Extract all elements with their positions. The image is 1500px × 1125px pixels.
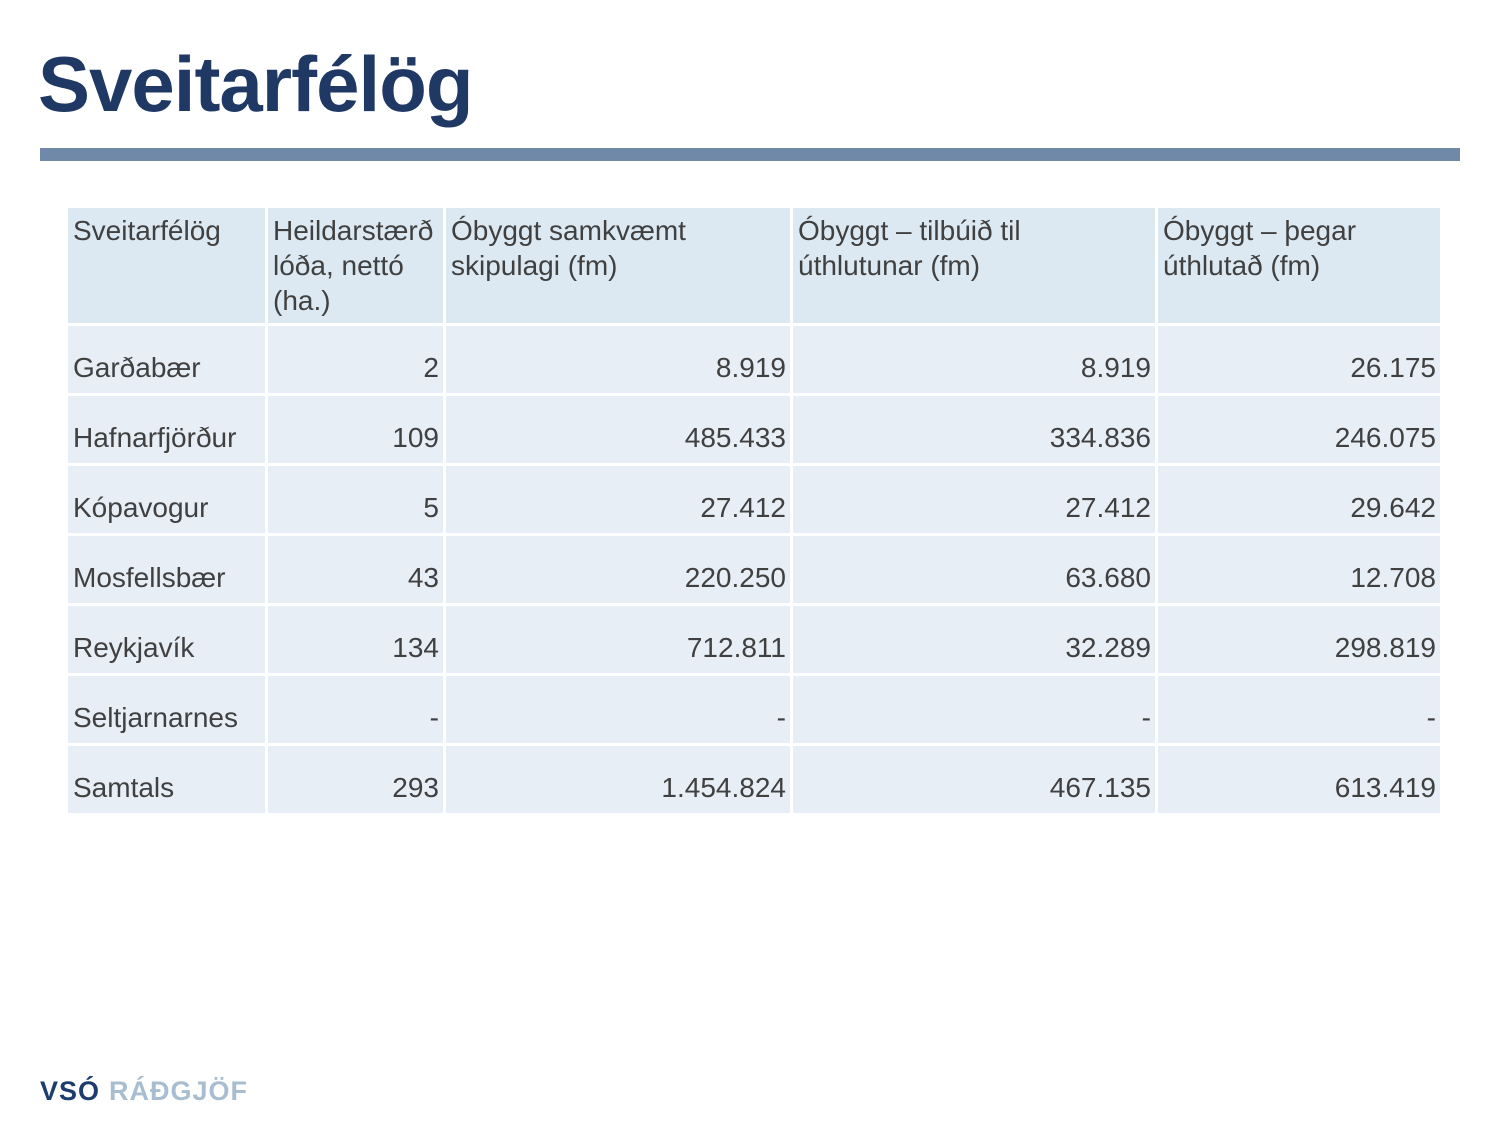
value-cell: 32.289 (790, 603, 1158, 676)
municipality-name-cell: Garðabær (65, 323, 268, 396)
table-header-row: Sveitarfélög Heildarstærð lóða, nettó (ha… (65, 205, 1443, 326)
municipality-name-cell: Reykjavík (65, 603, 268, 676)
table-row: Kópavogur 5 27.412 27.412 29.642 (65, 463, 1443, 536)
value-cell: 29.642 (1155, 463, 1443, 536)
value-cell: 293 (265, 743, 446, 816)
value-cell: 8.919 (443, 323, 793, 396)
municipality-name-cell: Hafnarfjörður (65, 393, 268, 466)
value-cell: - (1155, 673, 1443, 746)
municipality-name-cell: Seltjarnarnes (65, 673, 268, 746)
value-cell: 613.419 (1155, 743, 1443, 816)
column-header: Heildarstærð lóða, nettó (ha.) (265, 205, 446, 326)
column-header: Óbyggt – þegar úthlutað (fm) (1155, 205, 1443, 326)
value-cell: 485.433 (443, 393, 793, 466)
value-cell: 1.454.824 (443, 743, 793, 816)
value-cell: 246.075 (1155, 393, 1443, 466)
logo-secondary-text: RÁÐGJÖF (109, 1076, 249, 1106)
title-divider (40, 148, 1460, 161)
value-cell: - (265, 673, 446, 746)
table-row: Seltjarnarnes - - - - (65, 673, 1443, 746)
value-cell: 8.919 (790, 323, 1158, 396)
value-cell: 134 (265, 603, 446, 676)
value-cell: 220.250 (443, 533, 793, 606)
table-row: Garðabær 2 8.919 8.919 26.175 (65, 323, 1443, 396)
value-cell: 2 (265, 323, 446, 396)
value-cell: 27.412 (790, 463, 1158, 536)
value-cell: 109 (265, 393, 446, 466)
table-row: Reykjavík 134 712.811 32.289 298.819 (65, 603, 1443, 676)
vso-logo: VSÓ RÁÐGJÖF (40, 1076, 248, 1107)
municipality-name-cell: Kópavogur (65, 463, 268, 536)
value-cell: 27.412 (443, 463, 793, 536)
municipality-name-cell: Samtals (65, 743, 268, 816)
table-row: Hafnarfjörður 109 485.433 334.836 246.075 (65, 393, 1443, 466)
value-cell: 43 (265, 533, 446, 606)
municipalities-table: Sveitarfélög Heildarstærð lóða, nettó (ha… (65, 205, 1443, 816)
value-cell: 467.135 (790, 743, 1158, 816)
value-cell: 63.680 (790, 533, 1158, 606)
value-cell: 712.811 (443, 603, 793, 676)
page-title: Sveitarfélög (38, 40, 473, 128)
municipality-name-cell: Mosfellsbær (65, 533, 268, 606)
value-cell: 334.836 (790, 393, 1158, 466)
table-row: Samtals 293 1.454.824 467.135 613.419 (65, 743, 1443, 816)
value-cell: - (790, 673, 1158, 746)
value-cell: 298.819 (1155, 603, 1443, 676)
column-header: Óbyggt – tilbúið til úthlutunar (fm) (790, 205, 1158, 326)
value-cell: 5 (265, 463, 446, 536)
value-cell: - (443, 673, 793, 746)
logo-primary-text: VSÓ (40, 1076, 101, 1106)
table-row: Mosfellsbær 43 220.250 63.680 12.708 (65, 533, 1443, 606)
column-header: Óbyggt samkvæmt skipulagi (fm) (443, 205, 793, 326)
value-cell: 12.708 (1155, 533, 1443, 606)
value-cell: 26.175 (1155, 323, 1443, 396)
column-header: Sveitarfélög (65, 205, 268, 326)
table-body: Garðabær 2 8.919 8.919 26.175 Hafnarfjörður 10… (65, 323, 1443, 816)
